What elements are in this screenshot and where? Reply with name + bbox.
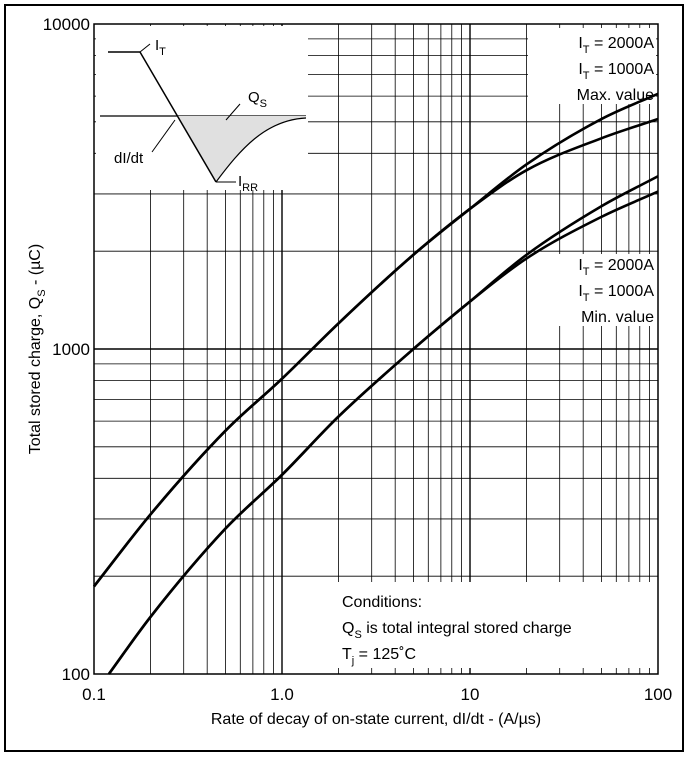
- conditions-background: [336, 582, 656, 668]
- min-label-it2000: IT = 2000A: [578, 257, 654, 278]
- inset-qs-leader: [225, 103, 241, 121]
- inset-charge-area: [140, 52, 306, 182]
- y-tick-label: 1000: [52, 340, 90, 359]
- min-label-background: [548, 254, 656, 326]
- min-label-value: Min. value: [581, 309, 654, 326]
- inset-background: [96, 26, 308, 190]
- conditions-tj-line: Tj = 125˚C: [342, 646, 416, 667]
- series-line-4: [107, 190, 659, 675]
- x-tick-label: 10: [461, 685, 480, 704]
- min-label-it1000: IT = 1000A: [578, 283, 654, 304]
- inset-irr-label: IRR: [238, 173, 258, 194]
- inset-qs-label: QS: [248, 89, 267, 110]
- max-label-value: Max. value: [577, 87, 654, 104]
- x-tick-label: 100: [644, 685, 672, 704]
- x-tick-label: 1.0: [270, 685, 294, 704]
- plot-border: [93, 23, 659, 675]
- max-label-it1000: IT = 1000A: [578, 61, 654, 82]
- inset-it-label: IT: [155, 37, 166, 58]
- chart-frame: [4, 4, 684, 752]
- y-tick-label: 10000: [43, 15, 90, 34]
- max-label-it2000: IT = 2000A: [578, 35, 654, 56]
- inset-didt-leader: [151, 119, 176, 153]
- y-axis-label: Total stored charge, QS - (µC): [27, 244, 48, 454]
- inset-waveform-diagram: IT QS dI/dt IRR: [96, 26, 308, 194]
- inset-it-leader: [139, 43, 151, 53]
- data-series: [92, 92, 659, 675]
- x-axis-label: Rate of decay of on-state current, dI/dt…: [211, 711, 541, 728]
- inset-decay-slope: [139, 51, 217, 183]
- max-label-background: [528, 28, 656, 104]
- inset-didt-label: dI/dt: [114, 150, 144, 167]
- inset-recovery-curve: [215, 117, 307, 183]
- x-tick-label: 0.1: [82, 685, 106, 704]
- conditions-title: Conditions:: [342, 594, 422, 611]
- series-line-2: [92, 117, 659, 588]
- conditions-qs-line: QS is total integral stored charge: [342, 620, 572, 641]
- tick-labels: 0.1 1.0 10 100 100 1000 10000: [43, 15, 672, 704]
- y-tick-label: 100: [62, 665, 90, 684]
